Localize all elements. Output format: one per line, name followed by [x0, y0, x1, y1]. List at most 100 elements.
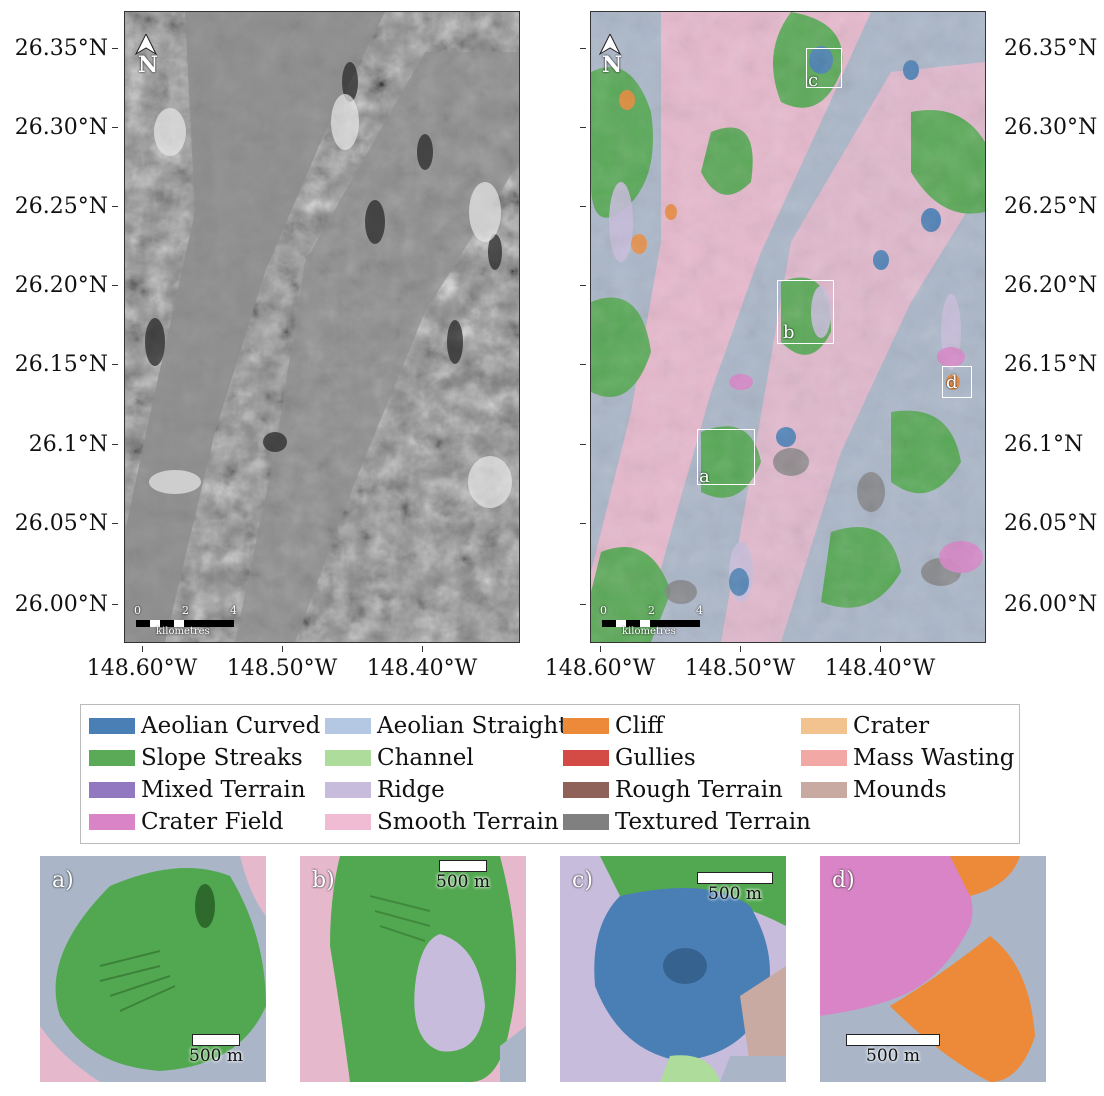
- inset-b: b) 500 m: [300, 856, 526, 1082]
- lon-label-left: 148.50°W: [226, 656, 338, 681]
- inset-d-scale: 500 m: [844, 1034, 942, 1066]
- legend-item: Aeolian Curved: [89, 713, 320, 739]
- inset-a: a) 500 m: [40, 856, 266, 1082]
- scale-tick-2: 2: [648, 604, 655, 617]
- legend-label: Crater Field: [141, 809, 284, 835]
- lat-tick: [112, 127, 118, 128]
- lon-label-right: 148.40°W: [824, 656, 936, 681]
- lat-label-right: 26.05°N: [1004, 511, 1098, 536]
- lat-label-right: 26.25°N: [1004, 194, 1098, 219]
- scale-tick-4: 4: [230, 604, 237, 617]
- lat-label-left: 26.00°N: [14, 592, 108, 617]
- legend-swatch: [801, 782, 847, 798]
- scale-unit: kilometres: [156, 626, 210, 637]
- box-a-label: a: [699, 466, 710, 487]
- legend-label: Mass Wasting: [853, 745, 1015, 771]
- inset-scale-label: 500 m: [866, 1046, 920, 1066]
- legend-label: Cliff: [615, 713, 664, 739]
- legend-item: Crater: [801, 713, 929, 739]
- legend: Aeolian Curved Aeolian Straight Cliff Cr…: [80, 704, 1020, 844]
- lat-label-left: 26.1°N: [28, 432, 108, 457]
- legend-label: Gullies: [615, 745, 696, 771]
- north-arrow-right: N: [596, 34, 626, 78]
- legend-item: Mass Wasting: [801, 745, 1014, 771]
- legend-swatch: [325, 782, 371, 798]
- lon-tick: [142, 646, 143, 652]
- lat-tick: [112, 364, 118, 365]
- inset-scale-label: 500 m: [708, 884, 762, 904]
- scale-tick-2: 2: [182, 604, 189, 617]
- legend-item: Slope Streaks: [89, 745, 303, 771]
- legend-swatch: [89, 718, 135, 734]
- legend-item: Aeolian Straight: [325, 713, 567, 739]
- legend-label: Crater: [853, 713, 930, 739]
- inset-scale-label: 500 m: [436, 872, 490, 892]
- legend-label: Aeolian Straight: [377, 713, 568, 739]
- lat-tick: [112, 206, 118, 207]
- legend-label: Channel: [377, 745, 474, 771]
- lat-label-right: 26.35°N: [1004, 36, 1098, 61]
- scale-tick-0: 0: [600, 604, 607, 617]
- legend-label: Rough Terrain: [615, 777, 783, 803]
- lat-tick: [112, 48, 118, 49]
- lat-label-left: 26.25°N: [14, 194, 108, 219]
- lat-tick: [112, 604, 118, 605]
- legend-item: Ridge: [325, 777, 445, 803]
- lat-label-right: 26.1°N: [1004, 432, 1084, 457]
- legend-label: Smooth Terrain: [377, 809, 559, 835]
- lon-label-left: 148.60°W: [86, 656, 198, 681]
- legend-swatch: [563, 814, 609, 830]
- lon-tick: [600, 646, 601, 652]
- inset-a-label: a): [52, 868, 74, 893]
- box-a: [697, 429, 755, 485]
- legend-item: Textured Terrain: [563, 809, 811, 835]
- legend-swatch: [325, 718, 371, 734]
- legend-label: Mixed Terrain: [141, 777, 306, 803]
- legend-item: Mounds: [801, 777, 947, 803]
- lat-label-left: 26.35°N: [14, 36, 108, 61]
- inset-a-scale: 500 m: [188, 1034, 244, 1066]
- legend-swatch: [563, 718, 609, 734]
- lat-tick: [580, 285, 586, 286]
- legend-label: Aeolian Curved: [141, 713, 321, 739]
- scale-tick-0: 0: [134, 604, 141, 617]
- legend-swatch: [563, 750, 609, 766]
- legend-item: Mixed Terrain: [89, 777, 306, 803]
- lat-label-right: 26.15°N: [1004, 352, 1098, 377]
- legend-swatch: [325, 814, 371, 830]
- lat-label-left: 26.30°N: [14, 115, 108, 140]
- inset-b-label: b): [312, 868, 335, 893]
- lat-tick: [580, 444, 586, 445]
- lat-label-left: 26.15°N: [14, 352, 108, 377]
- grayscale-map: [124, 11, 520, 643]
- lon-tick: [880, 646, 881, 652]
- lat-tick: [580, 206, 586, 207]
- box-d-label: d: [946, 372, 958, 393]
- legend-item: Smooth Terrain: [325, 809, 559, 835]
- legend-item: Gullies: [563, 745, 696, 771]
- inset-scale-label: 500 m: [189, 1046, 243, 1066]
- legend-swatch: [89, 750, 135, 766]
- box-b-label: b: [783, 322, 795, 343]
- lat-tick: [580, 48, 586, 49]
- lat-tick: [580, 604, 586, 605]
- inset-d-label: d): [832, 868, 855, 893]
- lon-tick: [422, 646, 423, 652]
- lat-tick: [580, 127, 586, 128]
- classified-map: [590, 11, 986, 643]
- box-d: [942, 366, 972, 398]
- legend-swatch: [801, 750, 847, 766]
- lat-label-left: 26.05°N: [14, 511, 108, 536]
- legend-label: Mounds: [853, 777, 947, 803]
- legend-swatch: [89, 814, 135, 830]
- lon-label-right: 148.60°W: [544, 656, 656, 681]
- lon-tick: [282, 646, 283, 652]
- lat-label-left: 26.20°N: [14, 273, 108, 298]
- box-c: [806, 48, 842, 88]
- box-c-label: c: [808, 70, 819, 91]
- north-arrow-left: N: [132, 34, 162, 78]
- lat-label-right: 26.20°N: [1004, 273, 1098, 298]
- legend-swatch: [89, 782, 135, 798]
- inset-c-scale: 500 m: [694, 872, 776, 904]
- box-b: [777, 280, 834, 344]
